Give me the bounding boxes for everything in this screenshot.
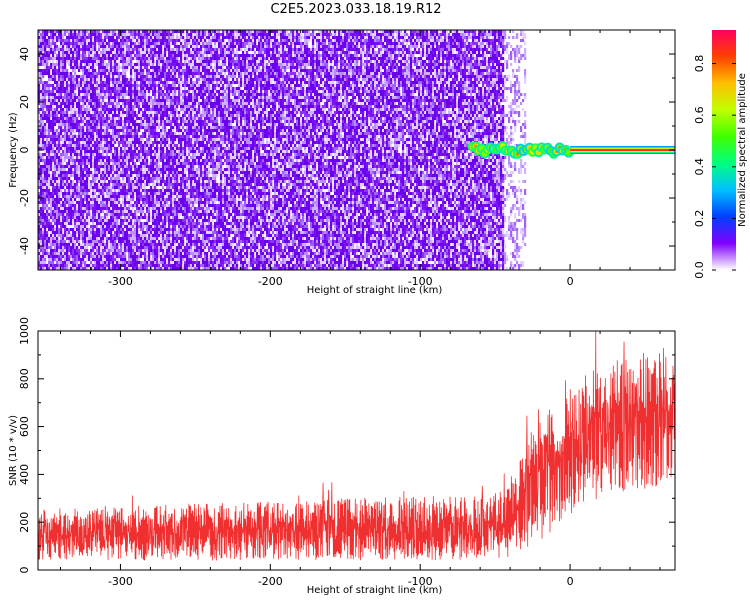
spectrogram-ylabel: Frequency (Hz): [8, 112, 19, 188]
colorbar-tick-label: 0.0: [693, 261, 706, 279]
spectrogram-ytick-label: -40: [18, 237, 31, 255]
snr-xtick-label: -200: [258, 575, 283, 588]
snr-ytick-label: 600: [18, 416, 31, 437]
snr-xtick-label: -100: [408, 575, 433, 588]
spectrogram-ytick-label: 0: [18, 147, 31, 154]
snr-ytick-label: 400: [18, 464, 31, 485]
spectrogram-plot: [38, 30, 675, 270]
spectrogram-xtick-label: -300: [108, 275, 133, 288]
snr-ytick-label: 0: [18, 567, 31, 574]
snr-xtick-label: 0: [567, 575, 574, 588]
spectrogram-ytick-label: 40: [18, 47, 31, 61]
spectrogram-xtick-label: 0: [567, 275, 574, 288]
spectrogram-ytick-label: 20: [18, 95, 31, 109]
colorbar-tick-label: 0.8: [693, 55, 706, 73]
colorbar-tick-label: 0.6: [693, 106, 706, 124]
colorbar-tick-label: 0.2: [693, 210, 706, 228]
spectrogram-signal: [467, 141, 675, 159]
snr-ytick-label: 200: [18, 512, 31, 533]
spectrogram-noise: [38, 30, 527, 270]
colorbar-tick-label: 0.4: [693, 158, 706, 176]
spectrogram-xtick-label: -100: [408, 275, 433, 288]
snr-xtick-label: -300: [108, 575, 133, 588]
snr-series-line: [38, 331, 675, 561]
snr-ytick-label: 800: [18, 368, 31, 389]
snr-ylabel: SNR (10 * v/v): [8, 415, 19, 486]
spectrogram-ytick-label: -20: [18, 189, 31, 207]
page-title: C2E5.2023.033.18.19.R12: [270, 2, 442, 17]
colorbar-gradient: [712, 30, 736, 270]
snr-ytick-label: 1000: [18, 317, 31, 345]
snr-axes: -300 -200 -100 0 0 200 400 600 800 1000 Height of …: [8, 317, 676, 596]
spectrogram-xlabel: Height of straight line (km): [307, 285, 443, 296]
snr-xlabel: Height of straight line (km): [307, 585, 443, 596]
colorbar: 0.0 0.2 0.4 0.6 0.8 Normalized spectral ampli…: [693, 30, 748, 279]
spectrogram-xtick-label: -200: [258, 275, 283, 288]
snr-plot: [38, 331, 675, 561]
colorbar-label: Normalized spectral amplitude: [737, 73, 748, 227]
